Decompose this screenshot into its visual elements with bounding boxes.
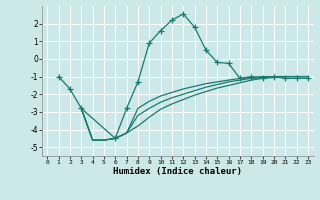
X-axis label: Humidex (Indice chaleur): Humidex (Indice chaleur) (113, 167, 242, 176)
